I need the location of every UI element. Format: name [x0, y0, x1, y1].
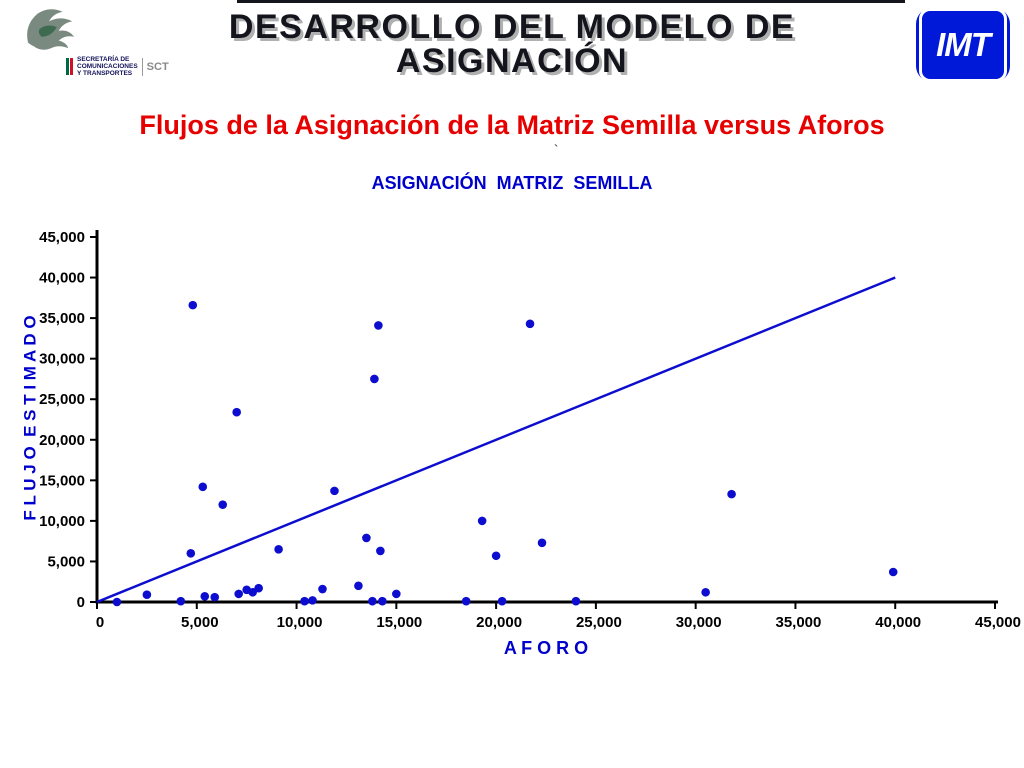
y-tick-label: 40,000: [39, 270, 85, 287]
scatter-point: [571, 596, 581, 606]
scatter-point: [701, 587, 710, 597]
scatter-point: [318, 584, 327, 594]
flag-bar-red: [70, 58, 73, 75]
x-tick-label: 20,000: [476, 614, 522, 631]
scatter-point: [330, 486, 339, 496]
sct-logo: SECRETARÍA DE COMUNICACIONES Y TRANSPORT…: [10, 4, 169, 92]
scatter-point: [308, 596, 317, 605]
y-tick-label: 35,000: [39, 310, 85, 327]
scatter-point: [200, 592, 210, 601]
scatter-point: [210, 592, 220, 602]
scatter-point: [234, 589, 243, 599]
scatter-point: [525, 319, 535, 329]
scatter-point: [461, 596, 471, 606]
scatter-point: [188, 300, 198, 310]
scatter-point: [232, 407, 241, 417]
y-tick-label: 0: [77, 594, 85, 611]
scatter-point: [376, 546, 385, 556]
y-tick-label: 15,000: [39, 472, 85, 489]
sct-acronym: SCT: [146, 60, 169, 73]
x-tick-label: 15,000: [376, 614, 422, 631]
x-tick-label: 0: [96, 614, 104, 631]
y-tick-label: 30,000: [39, 351, 85, 368]
imt-logo-inner: IMT: [919, 8, 1007, 82]
sct-eagle-icon: [27, 9, 75, 50]
stray-mark: `: [554, 142, 559, 157]
scatter-point: [354, 581, 363, 591]
scatter-point: [198, 482, 208, 492]
scatter-point: [374, 321, 383, 330]
red-heading: Flujos de la Asignación de la Matriz Sem…: [139, 110, 885, 140]
chart-title: ASIGNACIÓN MATRIZ SEMILLA: [371, 173, 653, 193]
y-tick-label: 20,000: [39, 432, 85, 449]
scatter-point: [142, 590, 152, 599]
x-tick-label: 30,000: [676, 614, 722, 631]
scatter-point: [888, 567, 898, 577]
scatter-point: [368, 596, 377, 606]
scatter-point: [727, 489, 736, 499]
sct-line-1: SECRETARÍA DE: [77, 56, 130, 63]
y-tick-label: 25,000: [39, 391, 85, 408]
sct-divider: [141, 57, 143, 76]
y-axis-title: F L U J O E S T I M A D O: [20, 315, 40, 521]
scatter-point: [112, 597, 122, 607]
flag-bars: [66, 58, 73, 75]
sct-line-3: Y TRANSPORTES: [77, 70, 133, 77]
y-tick-label: 10,000: [39, 513, 85, 530]
scatter-point: [300, 596, 309, 606]
slide-title: DESARROLLO DEL MODELO DE ASIGNACIÓN: [150, 10, 874, 78]
scatter-point: [254, 583, 263, 593]
sct-logo-text-block: SECRETARÍA DE COMUNICACIONES Y TRANSPORT…: [66, 56, 169, 77]
scatter-point: [392, 589, 401, 599]
slide-title-line2: ASIGNACIÓN: [395, 42, 629, 80]
x-tick-label: 10,000: [277, 614, 323, 631]
scatter-point: [537, 538, 547, 548]
slide-title-line1: DESARROLLO DEL MODELO DE: [228, 8, 796, 46]
imt-logo: IMT: [916, 8, 1010, 82]
x-tick-label: 45,000: [975, 614, 1021, 631]
x-tick-label: 25,000: [576, 614, 622, 631]
imt-logo-text: IMT: [936, 26, 991, 63]
scatter-point: [378, 596, 387, 606]
sct-line-2: COMUNICACIONES: [77, 63, 138, 70]
scatter-point: [491, 551, 501, 561]
x-tick-label: 35,000: [775, 614, 821, 631]
flag-bar-green: [66, 58, 69, 75]
scatter-point: [497, 596, 507, 606]
scatter-chart: 0 5,000 10,000 15,000 20,000 25,000 30,000 35,0…: [39, 229, 1021, 631]
scatter-point: [477, 516, 487, 526]
y-tick-label: 45,000: [39, 229, 85, 246]
scatter-point: [186, 549, 196, 558]
top-border-line: [237, 0, 905, 3]
y-tick-label: 5,000: [47, 553, 85, 570]
scatter-point: [362, 533, 371, 543]
scatter-point: [176, 596, 186, 606]
x-axis-title: A F O R O: [503, 638, 589, 658]
scatter-point: [218, 500, 228, 509]
scatter-point: [274, 544, 283, 554]
sct-logo-lines: SECRETARÍA DE COMUNICACIONES Y TRANSPORT…: [77, 56, 138, 77]
scatter-point: [370, 374, 379, 384]
x-tick-label: 5,000: [181, 614, 219, 631]
trend-line: [96, 276, 896, 604]
x-tick-label: 40,000: [875, 614, 921, 631]
